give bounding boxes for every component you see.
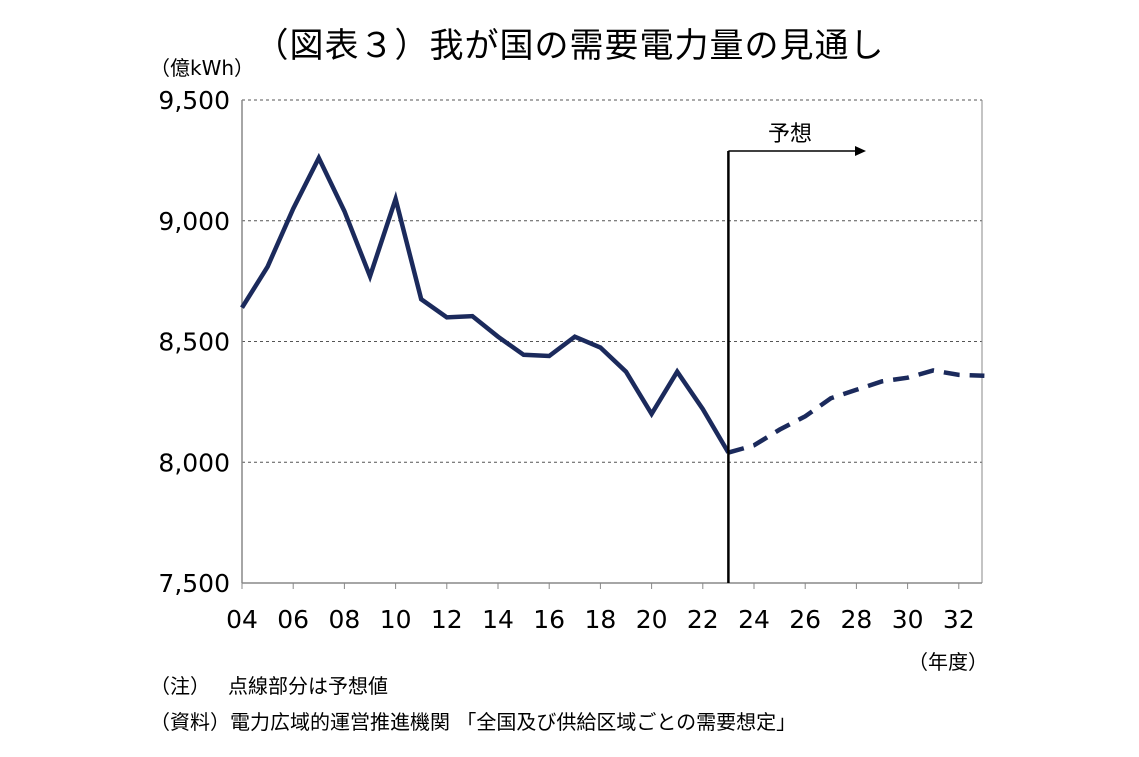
y-tick-label: 9,500 <box>158 86 230 115</box>
note: （注） 点線部分は予想値 <box>150 670 388 699</box>
y-tick-label: 8,500 <box>158 328 230 357</box>
source-text: 電力広域的運営推進機関 「全国及び供給区域ごとの需要想定」 <box>230 710 797 734</box>
x-tick-label: 04 <box>226 605 258 634</box>
x-tick-label: 06 <box>277 605 309 634</box>
y-tick-label: 9,000 <box>158 207 230 236</box>
x-tick-label: 08 <box>328 605 360 634</box>
y-tick-label: 7,500 <box>158 569 230 598</box>
note-label: （注） <box>150 674 210 698</box>
x-tick-label: 26 <box>789 605 821 634</box>
x-tick-label: 20 <box>636 605 668 634</box>
actual-series-line <box>240 152 731 454</box>
y-axis-unit: （億kWh） <box>150 56 255 80</box>
forecast-marker: 予想 <box>727 122 866 583</box>
x-tick-label: 28 <box>840 605 872 634</box>
grid-layer <box>242 99 982 463</box>
x-tick-label: 24 <box>738 605 770 634</box>
x-tick-label: 14 <box>482 605 514 634</box>
x-tick-label: 32 <box>943 605 975 634</box>
x-tick-label: 18 <box>584 605 616 634</box>
y-tick-label: 8,000 <box>158 448 230 477</box>
x-tick-label: 10 <box>380 605 412 634</box>
axis-layer <box>241 100 983 589</box>
forecast-arrow-head <box>855 146 866 156</box>
source: （資料）電力広域的運営推進機関 「全国及び供給区域ごとの需要想定」 <box>150 706 796 735</box>
forecast-label: 予想 <box>768 122 812 147</box>
note-text: 点線部分は予想値 <box>228 674 388 698</box>
tick-label-layer: 7,500 8,000 8,500 9,000 9,500 04 06 08 10 12 14 16 1… <box>158 86 974 634</box>
forecast-series-line <box>727 368 985 455</box>
series-layer <box>240 152 985 455</box>
x-tick-label: 30 <box>892 605 924 634</box>
x-tick-label: 22 <box>687 605 719 634</box>
x-tick-label: 12 <box>431 605 463 634</box>
x-tick-label: 16 <box>533 605 565 634</box>
x-axis-unit: （年度） <box>908 650 988 674</box>
chart-title: （図表３）我が国の需要電力量の見通し <box>254 26 885 66</box>
source-label: （資料） <box>150 710 230 734</box>
